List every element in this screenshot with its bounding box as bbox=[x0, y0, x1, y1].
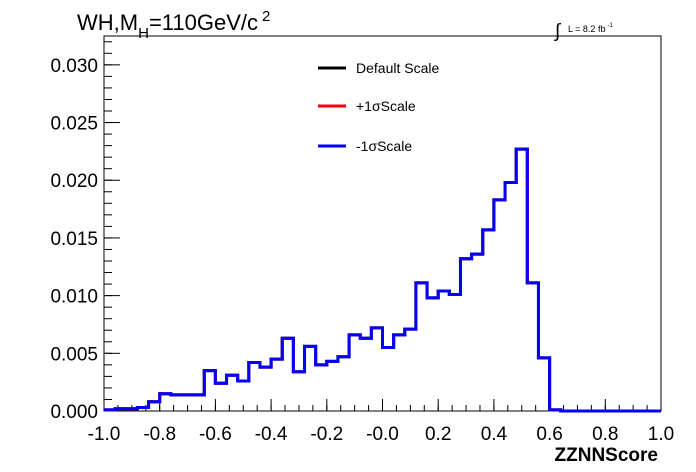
x-tick-label: -0.2 bbox=[310, 424, 343, 445]
y-tick-label: 0.015 bbox=[50, 229, 98, 250]
x-tick-label: 0.6 bbox=[536, 424, 562, 445]
x-tick-label: -0.6 bbox=[199, 424, 232, 445]
x-axis-label: ZZNNScore bbox=[555, 445, 658, 466]
x-axis: -1.0 -0.8 -0.6 -0.4 -0.2 -0.0 0.2 0.4 0.6 0.8 1.0 bbox=[88, 399, 674, 445]
title-rest: =110GeV/c bbox=[149, 10, 258, 35]
legend: Default Scale +1σScale -1σScale bbox=[318, 60, 439, 154]
x-tick-label: -1.0 bbox=[88, 424, 121, 445]
x-tick-label: 1.0 bbox=[648, 424, 674, 445]
x-tick-label: -0.8 bbox=[143, 424, 176, 445]
x-tick-label: 0.2 bbox=[425, 424, 451, 445]
chart-title: WH,MH=110GeV/c 2 bbox=[77, 8, 270, 42]
y-tick-label: 0.000 bbox=[50, 402, 98, 423]
x-tick-label: -0.0 bbox=[366, 424, 399, 445]
title-subscript: H bbox=[138, 25, 149, 42]
y-axis: 0.000 0.005 0.010 0.015 0.020 0.025 0.030 bbox=[50, 41, 120, 423]
lumi-annotation: L = 8.2 fb -1 bbox=[568, 23, 613, 34]
lumi-integral-symbol: ∫ bbox=[554, 21, 562, 42]
y-tick-label: 0.010 bbox=[50, 287, 98, 308]
title-main: WH,M bbox=[77, 10, 138, 35]
lumi-superscript: -1 bbox=[607, 23, 613, 29]
y-tick-label: 0.025 bbox=[50, 114, 98, 135]
title-superscript: 2 bbox=[262, 8, 270, 25]
y-tick-label: 0.005 bbox=[50, 344, 98, 365]
legend-label-0: Default Scale bbox=[356, 60, 439, 76]
series-line-2 bbox=[104, 147, 661, 413]
legend-label-1: +1σScale bbox=[356, 98, 416, 114]
x-tick-label: 0.4 bbox=[481, 424, 508, 445]
x-tick-label: -0.4 bbox=[255, 424, 288, 445]
legend-label-2: -1σScale bbox=[356, 138, 412, 154]
y-tick-label: 0.030 bbox=[50, 56, 98, 77]
lumi-text: L = 8.2 fb bbox=[568, 24, 605, 34]
x-tick-label: 0.8 bbox=[592, 424, 618, 445]
series-layer bbox=[104, 147, 661, 413]
y-tick-label: 0.020 bbox=[50, 171, 98, 192]
